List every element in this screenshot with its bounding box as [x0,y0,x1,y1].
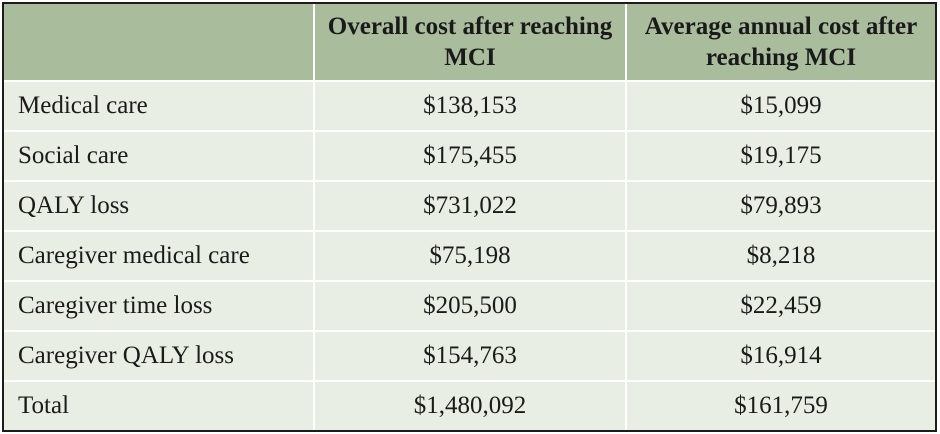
header-overall-cost: Overall cost after reaching MCI [313,4,626,81]
overall-cost-cell: $1,480,092 [313,380,626,430]
row-label: Caregiver medical care [4,230,314,281]
row-label: Social care [4,130,314,181]
overall-cost-cell: $175,455 [313,130,626,181]
cost-table: Overall cost after reaching MCI Average … [4,4,935,430]
overall-cost-cell: $138,153 [313,80,626,131]
table-row: QALY loss $731,022 $79,893 [4,180,935,231]
row-label: Caregiver QALY loss [4,330,314,381]
overall-cost-cell: $75,198 [313,230,626,281]
header-annual-cost: Average annual cost after reaching MCI [625,4,935,81]
annual-cost-cell: $16,914 [625,330,935,381]
table-row: Medical care $138,153 $15,099 [4,80,935,131]
overall-cost-cell: $154,763 [313,330,626,381]
annual-cost-cell: $22,459 [625,280,935,331]
row-label: Total [4,380,314,430]
row-label: Medical care [4,80,314,131]
annual-cost-cell: $19,175 [625,130,935,181]
header-empty-cell [4,4,314,81]
row-label: Caregiver time loss [4,280,314,331]
annual-cost-cell: $15,099 [625,80,935,131]
overall-cost-cell: $731,022 [313,180,626,231]
row-label: QALY loss [4,180,314,231]
annual-cost-cell: $79,893 [625,180,935,231]
table-row: Caregiver QALY loss $154,763 $16,914 [4,330,935,381]
table-row: Caregiver medical care $75,198 $8,218 [4,230,935,281]
table-header-row: Overall cost after reaching MCI Average … [4,4,935,81]
table-row-total: Total $1,480,092 $161,759 [4,380,935,430]
table-row: Social care $175,455 $19,175 [4,130,935,181]
overall-cost-cell: $205,500 [313,280,626,331]
annual-cost-cell: $161,759 [625,380,935,430]
table-row: Caregiver time loss $205,500 $22,459 [4,280,935,331]
annual-cost-cell: $8,218 [625,230,935,281]
